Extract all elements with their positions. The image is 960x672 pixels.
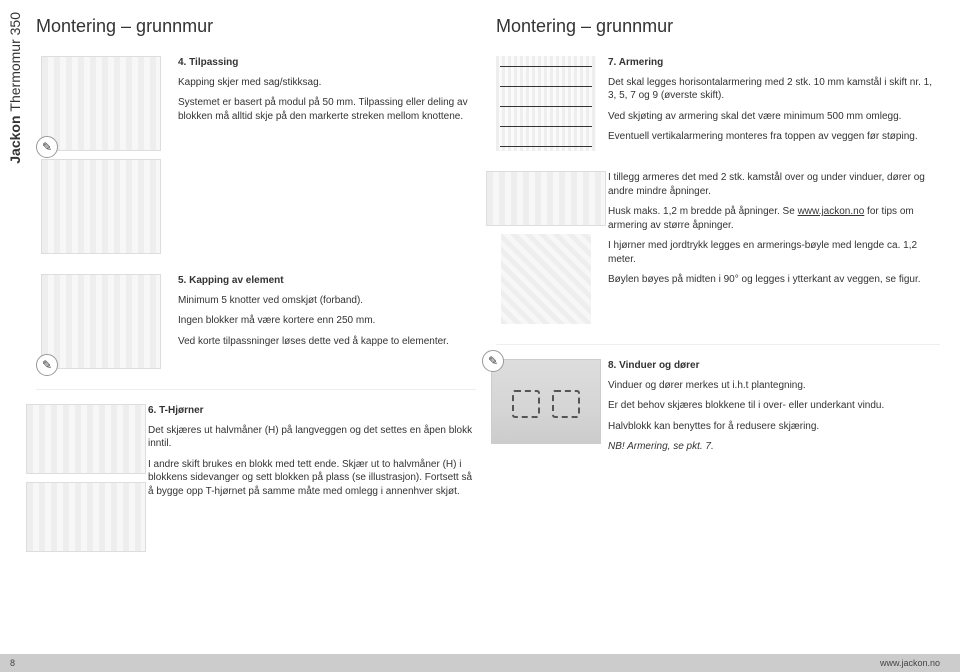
s5-p3: Ved korte tilpassninger løses dette ved … [178, 335, 476, 349]
text-8: 8. Vinduer og dører Vinduer og dører mer… [608, 359, 940, 461]
diagram-wall-3: ✎ [41, 274, 161, 369]
lower-row-right: ✎ 8. Vinduer og dører Vinduer og dører m… [496, 359, 940, 461]
diagram-t1 [26, 404, 146, 474]
page-content: Montering – grunnmur ✎ 4. Tilpassing Kap… [36, 14, 940, 650]
figure-7a [496, 56, 596, 151]
text-7a: 7. Armering Det skal legges horisontalar… [608, 56, 940, 151]
pencil-icon: ✎ [36, 354, 58, 376]
s7-p4: I tillegg armeres det med 2 stk. kamstål… [608, 171, 940, 198]
s8-p1: Vinduer og dører merkes ut i.h.t planteg… [608, 379, 940, 393]
diagram-wall-1: ✎ [41, 56, 161, 151]
heading-5: 5. Kapping av element [178, 274, 476, 288]
s7-p3: Eventuell vertikalarmering monteres fra … [608, 130, 940, 144]
figure-4: ✎ [36, 56, 166, 254]
figure-8: ✎ [496, 359, 596, 461]
s8-p2: Er det behov skjæres blokkene til i over… [608, 399, 940, 413]
rebar-line [500, 146, 592, 147]
pencil-icon: ✎ [482, 350, 504, 372]
left-column: Montering – grunnmur ✎ 4. Tilpassing Kap… [36, 14, 476, 650]
rebar-line [500, 106, 592, 107]
s7-p5a: Husk maks. 1,2 m bredde på åpninger. Se [608, 206, 798, 217]
heading-7: 7. Armering [608, 56, 940, 70]
title-right: Montering – grunnmur [496, 14, 940, 38]
rebar-line [500, 126, 592, 127]
section-8: ✎ 8. Vinduer og dører Vinduer og dører m… [496, 359, 940, 461]
text-5: 5. Kapping av element Minimum 5 knotter … [178, 274, 476, 369]
spine-title: Jackon Thermomur 350 [6, 12, 25, 164]
section-7-a: 7. Armering Det skal legges horisontalar… [496, 56, 940, 151]
right-column: Montering – grunnmur 7. Armering Det ska… [496, 14, 940, 650]
rebar-line [500, 86, 592, 87]
spine-product: Thermomur 350 [7, 12, 23, 112]
diagram-wall-2 [41, 159, 161, 254]
s7-p7: Bøylen bøyes på midten i 90° og legges i… [608, 273, 940, 287]
s6-p2: I andre skift brukes en blokk med tett e… [148, 458, 476, 499]
diagram-rebar-span [486, 171, 606, 226]
section-4: ✎ 4. Tilpassing Kapping skjer med sag/st… [36, 56, 476, 254]
heading-8: 8. Vinduer og dører [608, 359, 940, 373]
heading-4: 4. Tilpassing [178, 56, 476, 70]
diagram-t2 [26, 482, 146, 552]
pencil-icon: ✎ [36, 136, 58, 158]
section-5: ✎ 5. Kapping av element Minimum 5 knotte… [36, 274, 476, 369]
s8-p4: NB! Armering, se pkt. 7. [608, 440, 940, 454]
footer-url: www.jackon.no [880, 657, 940, 669]
figure-6 [36, 404, 136, 552]
s7-p5: Husk maks. 1,2 m bredde på åpninger. Se … [608, 205, 940, 232]
spine-brand: Jackon [7, 115, 23, 163]
section-6: 6. T-Hjørner Det skjæres ut halvmåner (H… [36, 404, 476, 552]
diagram-openings: ✎ [491, 359, 601, 444]
s6-p1: Det skjæres ut halvmåner (H) på langvegg… [148, 424, 476, 451]
diagram-grid [496, 56, 596, 151]
divider [36, 389, 476, 390]
s8-p3: Halvblokk kan benyttes for å redusere sk… [608, 420, 940, 434]
s4-p2: Systemet er basert på modul på 50 mm. Ti… [178, 96, 476, 123]
link-jackon[interactable]: www.jackon.no [798, 206, 865, 217]
s7-p2: Ved skjøting av armering skal det være m… [608, 110, 940, 124]
footer: 8 www.jackon.no [0, 654, 960, 672]
figure-7b [496, 171, 596, 324]
lower-row-left: 6. T-Hjørner Det skjæres ut halvmåner (H… [36, 404, 476, 552]
s7-p6: I hjørner med jordtrykk legges en armeri… [608, 239, 940, 266]
s7-p1: Det skal legges horisontalarmering med 2… [608, 76, 940, 103]
s5-p2: Ingen blokker må være kortere enn 250 mm… [178, 314, 476, 328]
section-7-b: I tillegg armeres det med 2 stk. kamstål… [496, 171, 940, 324]
heading-6: 6. T-Hjørner [148, 404, 476, 418]
text-4: 4. Tilpassing Kapping skjer med sag/stik… [178, 56, 476, 254]
diagram-corner [501, 234, 591, 324]
rebar-line [500, 66, 592, 67]
text-7b: I tillegg armeres det med 2 stk. kamstål… [608, 171, 940, 324]
s5-p1: Minimum 5 knotter ved omskjøt (forband). [178, 294, 476, 308]
text-6: 6. T-Hjørner Det skjæres ut halvmåner (H… [148, 404, 476, 552]
figure-5: ✎ [36, 274, 166, 369]
s4-p1: Kapping skjer med sag/stikksag. [178, 76, 476, 90]
divider [496, 344, 940, 345]
page-number: 8 [10, 657, 15, 669]
title-left: Montering – grunnmur [36, 14, 476, 38]
